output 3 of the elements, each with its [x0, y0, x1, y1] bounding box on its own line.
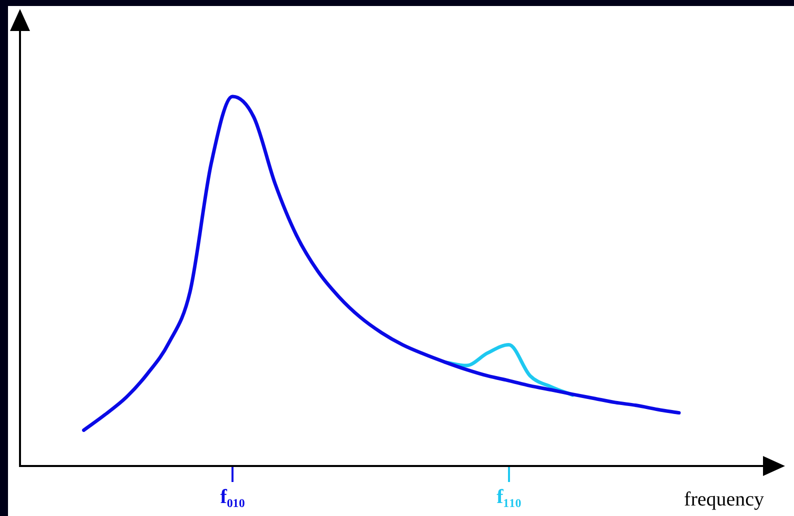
x-axis-title: frequency [684, 488, 764, 510]
x-tick-label: f₀₁₀ [220, 486, 245, 508]
x-tick-label: f₁₁₀ [496, 486, 522, 508]
